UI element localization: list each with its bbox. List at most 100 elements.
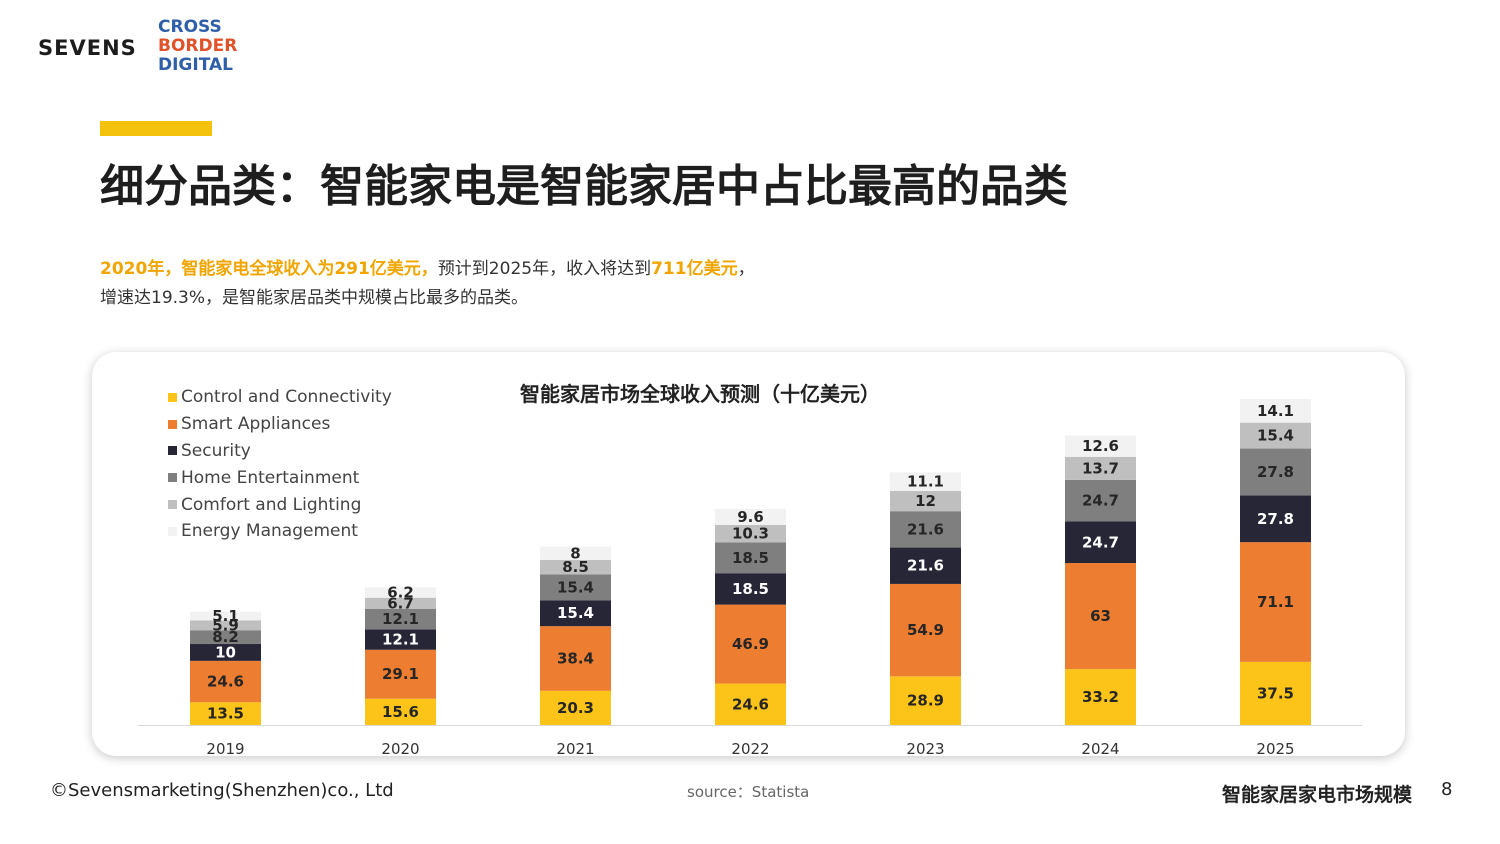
data-label: 15.6 — [382, 703, 419, 721]
bar-segment — [1065, 521, 1136, 564]
bar-segment — [540, 546, 611, 561]
data-label: 15.4 — [1257, 427, 1294, 445]
bar-segment — [715, 525, 786, 543]
legend-swatch — [168, 526, 177, 536]
chart-title: 智能家居市场全球收入预测（十亿美元） — [520, 382, 880, 406]
summary-line-2: 增速达19.3%，是智能家居品类中规模占比最多的品类。 — [100, 288, 529, 308]
data-label: 10.3 — [732, 525, 769, 543]
legend-label: Security — [181, 440, 251, 461]
data-label: 12.6 — [1082, 437, 1119, 455]
page-number: 8 — [1441, 779, 1453, 800]
summary-text-1: 预计到2025年，收入将达到 — [437, 259, 652, 279]
bar-segment — [890, 583, 961, 677]
bar-segment — [540, 600, 611, 627]
data-label: 38.4 — [557, 650, 594, 668]
summary-highlight-1: 2020年，智能家电全球收入为291亿美元， — [100, 259, 438, 279]
data-label: 37.5 — [1257, 684, 1294, 702]
chart-legend: Control and Connectivity Smart Appliances… — [168, 384, 392, 545]
data-label: 20.3 — [557, 699, 594, 717]
legend-item: Security — [168, 438, 392, 465]
data-label: 6.2 — [387, 584, 414, 602]
bar-segment — [890, 472, 961, 491]
bar-segment — [190, 702, 261, 725]
bar-segment — [190, 620, 261, 631]
data-label: 11.1 — [907, 473, 944, 491]
brand-logo: SEVENS CROSS BORDER DIGITAL — [38, 18, 248, 80]
bar-segment — [715, 508, 786, 526]
data-label: 6.7 — [387, 594, 414, 612]
data-label: 27.8 — [1257, 463, 1294, 481]
bar-segment — [715, 573, 786, 605]
data-label: 8.5 — [562, 558, 589, 576]
data-label: 13.5 — [207, 705, 244, 723]
bar-segment — [540, 690, 611, 725]
data-label: 15.4 — [557, 604, 594, 622]
data-label: 14.1 — [1257, 402, 1294, 420]
bar-segment — [1065, 479, 1136, 522]
data-label: 27.8 — [1257, 510, 1294, 528]
data-label: 5.1 — [212, 607, 239, 625]
summary-text: 2020年，智能家电全球收入为291亿美元，预计到2025年，收入将达到711亿… — [100, 255, 1100, 313]
cross-border-digital-logo: CROSS BORDER DIGITAL — [158, 18, 248, 75]
data-label: 15.4 — [557, 578, 594, 596]
legend-swatch — [168, 419, 177, 429]
data-label: 12.1 — [382, 631, 419, 649]
bar-segment — [890, 676, 961, 725]
bar-segment — [1065, 456, 1136, 480]
data-label: 24.7 — [1082, 492, 1119, 510]
data-label: 28.9 — [907, 692, 944, 710]
x-tick-label: 2024 — [1081, 740, 1119, 758]
logo-border: BORDER — [158, 36, 238, 56]
bar-segment — [365, 649, 436, 699]
data-label: 21.6 — [907, 557, 944, 575]
bar-segment — [1065, 563, 1136, 670]
legend-item: Energy Management — [168, 518, 392, 545]
bar-segment — [715, 542, 786, 574]
bar-segment — [540, 560, 611, 575]
bar-segment — [1240, 398, 1311, 423]
page-title: 细分品类：智能家电是智能家居中占比最高的品类 — [100, 161, 1068, 212]
data-label: 24.7 — [1082, 533, 1119, 551]
bar-segment — [540, 574, 611, 601]
bar-segment — [1240, 495, 1311, 543]
data-label: 54.9 — [907, 621, 944, 639]
data-label: 63 — [1090, 607, 1111, 625]
data-label: 5.9 — [212, 616, 239, 634]
data-label: 8 — [570, 544, 580, 562]
legend-label: Control and Connectivity — [181, 387, 392, 408]
summary-highlight-2: 711亿美元 — [651, 259, 738, 279]
bar-segment — [190, 630, 261, 645]
legend-swatch — [168, 500, 177, 510]
data-label: 24.6 — [732, 695, 769, 713]
data-label: 13.7 — [1082, 459, 1119, 477]
legend-item: Home Entertainment — [168, 464, 392, 491]
bar-segment — [190, 660, 261, 703]
bar-segment — [365, 609, 436, 630]
data-label: 8.2 — [212, 628, 239, 646]
data-label: 46.9 — [732, 635, 769, 653]
bar-segment — [1065, 669, 1136, 725]
bar-segment — [890, 511, 961, 548]
bar-segment — [190, 611, 261, 621]
bar-segment — [890, 547, 961, 584]
legend-item: Control and Connectivity — [168, 384, 392, 411]
bar-segment — [1240, 448, 1311, 496]
data-label: 24.6 — [207, 673, 244, 691]
footer-section-title: 智能家居家电市场规模 — [1222, 784, 1413, 806]
title-accent-bar — [100, 121, 212, 136]
legend-label: Comfort and Lighting — [181, 494, 362, 515]
bar-segment — [365, 597, 436, 610]
legend-label: Home Entertainment — [181, 467, 360, 488]
data-label: 9.6 — [737, 508, 764, 526]
bar-segment — [365, 587, 436, 598]
bar-segment — [890, 490, 961, 512]
x-tick-label: 2025 — [1256, 740, 1294, 758]
legend-swatch — [168, 392, 177, 402]
legend-label: Smart Appliances — [181, 414, 331, 435]
summary-text-2: ， — [737, 259, 755, 279]
bar-segment — [1240, 422, 1311, 449]
data-label: 12 — [915, 492, 936, 510]
data-label: 29.1 — [382, 665, 419, 683]
data-label: 71.1 — [1257, 593, 1294, 611]
